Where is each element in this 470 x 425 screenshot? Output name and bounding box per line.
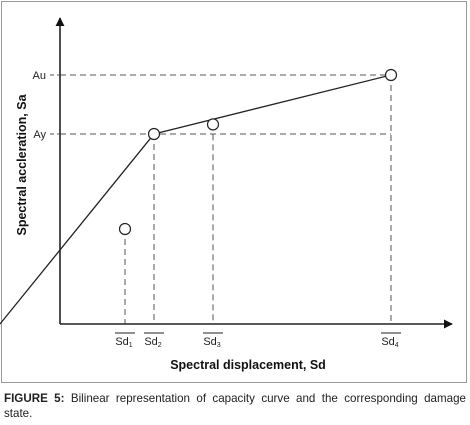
y-tick-label: Au <box>33 70 46 82</box>
damage-state-marker <box>384 68 398 82</box>
caption-text: Bilinear representation of capacity curv… <box>4 392 466 420</box>
y-tick-labels: Ay Au <box>33 70 60 141</box>
figure-caption: FIGURE 5: Bilinear representation of cap… <box>4 391 466 421</box>
y-tick-label: Ay <box>33 129 46 141</box>
damage-state-marker <box>206 118 220 131</box>
capacity-curve-chart: Ay Au Sd1 Sd2 Sd3 Sd4 Spectral displacement,… <box>0 17 453 372</box>
caption-label: FIGURE 5: <box>4 392 65 405</box>
capacity-curve-line <box>0 74 392 325</box>
damage-state-marker <box>118 222 132 236</box>
x-tick-labels: Sd1 Sd2 Sd3 Sd4 <box>115 332 401 349</box>
damage-state-markers <box>118 68 398 236</box>
damage-state-marker <box>147 127 161 141</box>
y-axis-label: Spectral accleration, Sa <box>15 93 29 235</box>
figure-frame <box>1 1 467 383</box>
x-tick-label: Sd3 <box>203 336 220 349</box>
guide-lines <box>60 74 392 324</box>
x-tick-label: Sd1 <box>115 336 132 349</box>
x-tick-label: Sd2 <box>144 336 161 349</box>
x-tick-label: Sd4 <box>381 336 398 349</box>
x-axis-label: Spectral displacement, Sd <box>170 358 326 372</box>
